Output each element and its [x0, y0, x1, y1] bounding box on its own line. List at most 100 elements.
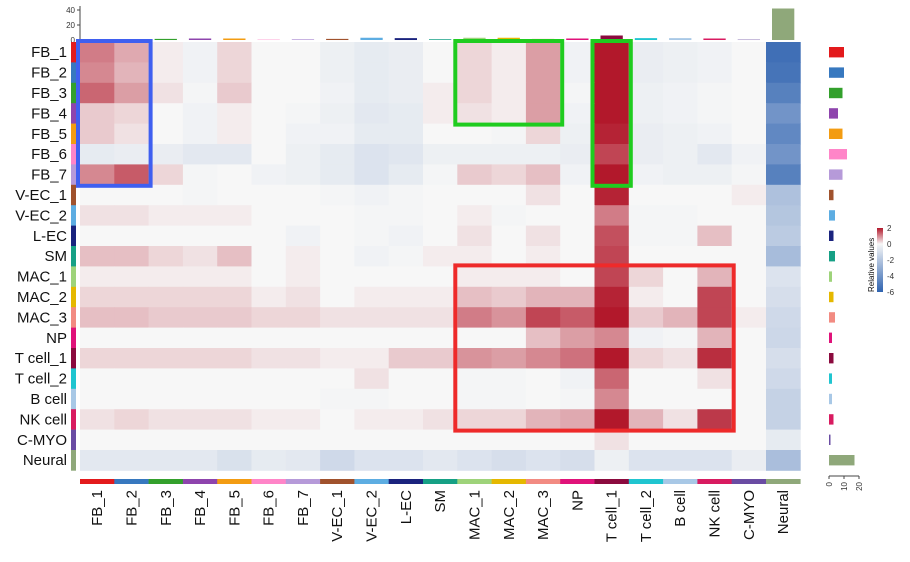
heatmap-cell-mac-1-fb-2	[114, 266, 149, 288]
heatmap-cell-t-cell-2-fb-5	[217, 368, 252, 390]
heatmap-cell-l-ec-sm	[423, 225, 458, 247]
heatmap-cell-l-ec-fb-6	[251, 225, 287, 247]
heatmap-cell-np-fb-3	[148, 327, 184, 349]
heatmap-cell-c-myo-fb-1	[80, 429, 115, 451]
heatmap-cell-mac-3-fb-2	[114, 307, 149, 328]
heatmap-cell-fb-4-c-myo	[731, 103, 767, 124]
heatmap-cell-fb-6-v-ec-1	[320, 144, 355, 165]
heatmap-cell-np-fb-5	[217, 327, 252, 349]
heatmap-cell-neural-fb-1	[80, 450, 115, 471]
heatmap-cell-fb-5-t-cell-2	[628, 123, 664, 145]
heatmap-cell-neural-mac-1	[457, 450, 492, 471]
heatmap-cell-v-ec-1-neural	[766, 184, 801, 206]
row-bar-fb-1	[829, 47, 844, 58]
heatmap-cell-c-myo-v-ec-1	[320, 429, 355, 451]
heatmap-cell-fb-3-fb-6	[251, 82, 287, 104]
heatmap-cell-c-myo-mac-2	[491, 429, 527, 451]
heatmap-cell-t-cell-2-neural	[766, 368, 801, 390]
heatmap-cell-fb-7-mac-3	[525, 164, 561, 186]
heatmap-cell-fb-5-fb-5	[217, 123, 252, 145]
col-color-strip-fb-2	[114, 479, 149, 484]
heatmap-cell-fb-4-fb-1	[80, 103, 115, 124]
row-label-l-ec: L-EC	[33, 228, 67, 245]
heatmap-cell-sm-t-cell-1	[594, 246, 630, 267]
heatmap-cell-fb-4-fb-2	[114, 103, 149, 124]
heatmap-cell-v-ec-1-mac-2	[491, 184, 527, 206]
heatmap-cell-np-b-cell	[663, 327, 698, 349]
row-label-sm: SM	[45, 248, 68, 265]
col-label-sm: SM	[432, 490, 449, 513]
heatmap-cell-fb-3-t-cell-1	[594, 82, 630, 104]
heatmap-cell-fb-1-v-ec-1	[320, 42, 355, 63]
heatmap-cell-fb-2-v-ec-2	[354, 62, 390, 84]
heatmap-cell-v-ec-1-nk-cell	[697, 184, 733, 206]
heatmap-cell-mac-3-mac-2	[491, 307, 527, 328]
heatmap-cell-b-cell-fb-3	[148, 388, 184, 410]
col-color-strip-mac-3	[525, 479, 561, 484]
heatmap-cell-c-myo-c-myo	[731, 429, 767, 451]
heatmap-cell-fb-3-fb-4	[182, 82, 218, 104]
heatmap-cell-mac-1-fb-1	[80, 266, 115, 288]
heatmap-cell-fb-5-mac-2	[491, 123, 527, 145]
heatmap-cell-b-cell-t-cell-2	[628, 388, 664, 410]
heatmap-cell-fb-4-fb-7	[285, 103, 321, 124]
heatmap-cell-fb-3-sm	[423, 82, 458, 104]
heatmap-cell-sm-c-myo	[731, 246, 767, 267]
row-bar-mac-1	[829, 271, 832, 282]
heatmap-cell-t-cell-1-nk-cell	[697, 348, 733, 369]
heatmap-cell-np-fb-1	[80, 327, 115, 349]
heatmap-cell-fb-1-fb-2	[114, 42, 149, 63]
heatmap-cell-b-cell-mac-2	[491, 388, 527, 410]
heatmap-cell-fb-5-v-ec-2	[354, 123, 390, 145]
heatmap-cell-sm-b-cell	[663, 246, 698, 267]
row-color-strip-t-cell-1	[71, 348, 76, 369]
row-color-strip-l-ec	[71, 225, 76, 247]
row-color-strip-fb-3	[71, 82, 76, 104]
heatmap-cell-fb-6-nk-cell	[697, 144, 733, 165]
row-label-t-cell-2: T cell_2	[15, 371, 67, 388]
row-color-strip-fb-2	[71, 62, 76, 84]
heatmap-cell-l-ec-fb-2	[114, 225, 149, 247]
row-color-strip-mac-2	[71, 286, 76, 308]
heatmap-cell-fb-6-fb-7	[285, 144, 321, 165]
heatmap-cell-l-ec-mac-1	[457, 225, 492, 247]
row-bar-mac-2	[829, 291, 834, 303]
heatmap-cell-mac-3-v-ec-1	[320, 307, 355, 328]
heatmap-cell-fb-2-neural	[766, 62, 801, 84]
heatmap-cell-nk-cell-l-ec	[388, 409, 424, 430]
heatmap-cell-c-myo-fb-5	[217, 429, 252, 451]
heatmap-cell-b-cell-b-cell	[663, 388, 698, 410]
heatmap-cell-sm-mac-3	[525, 246, 561, 267]
heatmap-cell-b-cell-fb-4	[182, 388, 218, 410]
heatmap-cell-fb-1-b-cell	[663, 42, 698, 63]
heatmap-cell-b-cell-t-cell-1	[594, 388, 630, 410]
heatmap-cell-t-cell-1-neural	[766, 348, 801, 369]
heatmap-cell-c-myo-t-cell-2	[628, 429, 664, 451]
heatmap-cell-sm-mac-2	[491, 246, 527, 267]
heatmap-cell-t-cell-2-t-cell-1	[594, 368, 630, 390]
heatmap-cell-b-cell-l-ec	[388, 388, 424, 410]
heatmap-cell-sm-fb-7	[285, 246, 321, 267]
heatmap-cell-c-myo-fb-3	[148, 429, 184, 451]
col-color-strip-t-cell-2	[628, 479, 664, 484]
heatmap-cell-fb-3-fb-7	[285, 82, 321, 104]
col-color-strip-mac-1	[457, 479, 492, 484]
heatmap-cell-fb-3-np	[560, 82, 595, 104]
heatmap-cell-v-ec-2-v-ec-1	[320, 205, 355, 226]
heatmap-cell-b-cell-neural	[766, 388, 801, 410]
heatmap-cell-c-myo-b-cell	[663, 429, 698, 451]
col-label-c-myo: C-MYO	[741, 490, 758, 540]
heatmap-cell-fb-2-fb-1	[80, 62, 115, 84]
heatmap-cell-fb-6-mac-1	[457, 144, 492, 165]
col-bar-mac-1	[463, 37, 486, 40]
heatmap-cell-fb-1-t-cell-2	[628, 42, 664, 63]
heatmap-cell-fb-5-fb-1	[80, 123, 115, 145]
heatmap-cell-fb-6-l-ec	[388, 144, 424, 165]
row-label-v-ec-1: V-EC_1	[15, 187, 67, 204]
heatmap-cell-np-v-ec-1	[320, 327, 355, 349]
heatmap-cell-v-ec-1-fb-3	[148, 184, 184, 206]
heatmap-cells	[80, 42, 801, 471]
col-bar-t-cell-2	[634, 38, 658, 41]
row-bar-fb-3	[829, 87, 843, 99]
